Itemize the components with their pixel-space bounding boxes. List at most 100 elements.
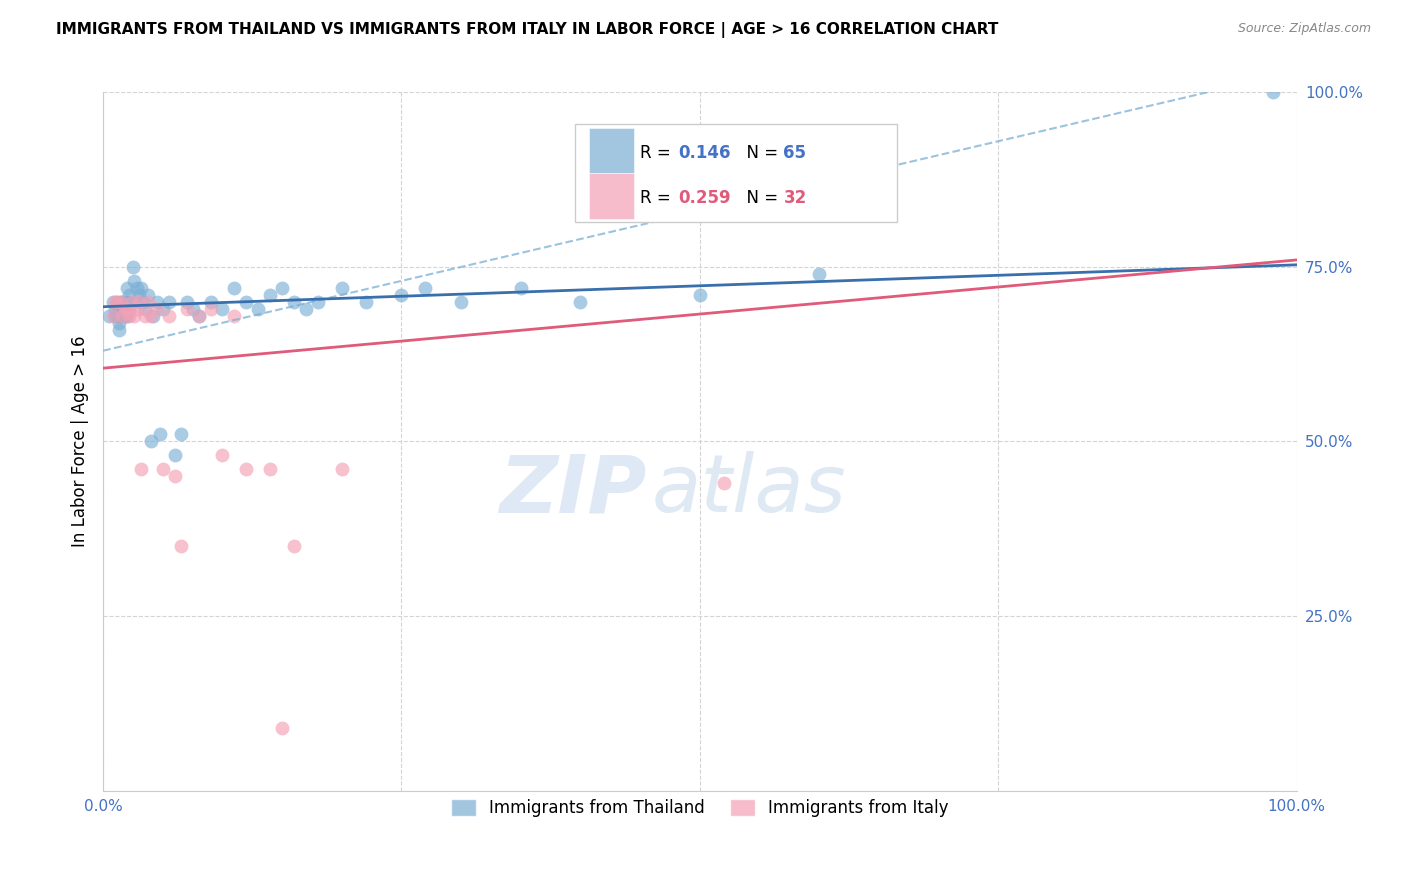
- Point: [115, 301, 138, 316]
- Point: [224, 309, 246, 323]
- Point: [121, 294, 143, 309]
- Point: [108, 309, 131, 323]
- Point: [176, 294, 198, 309]
- Point: [509, 281, 531, 295]
- Point: [128, 288, 150, 302]
- Point: [1261, 86, 1284, 100]
- Point: [354, 294, 377, 309]
- Point: [152, 462, 174, 476]
- Point: [114, 294, 136, 309]
- Point: [107, 323, 129, 337]
- Point: [112, 301, 135, 316]
- Point: [107, 316, 129, 330]
- Point: [115, 309, 138, 323]
- Point: [104, 301, 127, 316]
- Point: [295, 301, 318, 316]
- Text: 32: 32: [783, 189, 807, 207]
- Point: [259, 462, 281, 476]
- Point: [689, 288, 711, 302]
- Text: 0.259: 0.259: [678, 189, 731, 207]
- Point: [163, 469, 186, 483]
- Point: [211, 449, 233, 463]
- Point: [187, 309, 209, 323]
- Point: [170, 427, 193, 442]
- Point: [110, 309, 132, 323]
- Point: [307, 294, 329, 309]
- Point: [122, 274, 145, 288]
- Point: [107, 301, 129, 316]
- Point: [110, 294, 132, 309]
- Point: [271, 281, 294, 295]
- Point: [200, 294, 222, 309]
- Point: [118, 309, 141, 323]
- Point: [271, 721, 294, 735]
- Point: [330, 281, 353, 295]
- Text: 65: 65: [783, 144, 807, 161]
- Point: [101, 294, 124, 309]
- Point: [111, 309, 134, 323]
- Point: [107, 294, 129, 309]
- Point: [808, 267, 831, 281]
- Y-axis label: In Labor Force | Age > 16: In Labor Force | Age > 16: [72, 335, 89, 547]
- Point: [107, 294, 129, 309]
- Point: [181, 301, 204, 316]
- Point: [122, 309, 145, 323]
- FancyBboxPatch shape: [589, 128, 634, 173]
- Point: [149, 427, 172, 442]
- Point: [98, 309, 121, 323]
- Point: [118, 301, 141, 316]
- Point: [107, 309, 129, 323]
- Point: [104, 309, 127, 323]
- Legend: Immigrants from Thailand, Immigrants from Italy: Immigrants from Thailand, Immigrants fro…: [444, 793, 956, 824]
- Point: [104, 294, 127, 309]
- Point: [139, 434, 162, 449]
- Point: [131, 281, 153, 295]
- Point: [142, 309, 165, 323]
- Point: [128, 294, 150, 309]
- Point: [391, 288, 413, 302]
- Point: [110, 294, 132, 309]
- Point: [330, 462, 353, 476]
- Point: [146, 294, 169, 309]
- Point: [120, 294, 142, 309]
- Point: [138, 294, 160, 309]
- Text: N =: N =: [735, 144, 783, 161]
- Point: [125, 281, 148, 295]
- Point: [134, 301, 156, 316]
- Text: N =: N =: [735, 189, 783, 207]
- Point: [125, 301, 148, 316]
- Point: [415, 281, 437, 295]
- Point: [111, 294, 134, 309]
- Point: [152, 301, 174, 316]
- Point: [115, 281, 138, 295]
- Point: [713, 476, 735, 491]
- Point: [569, 294, 592, 309]
- Point: [235, 294, 257, 309]
- Text: R =: R =: [640, 189, 676, 207]
- Point: [114, 309, 136, 323]
- Point: [128, 294, 150, 309]
- Point: [138, 288, 160, 302]
- Point: [176, 301, 198, 316]
- Point: [211, 301, 233, 316]
- Point: [118, 288, 141, 302]
- Text: Source: ZipAtlas.com: Source: ZipAtlas.com: [1237, 22, 1371, 36]
- Point: [283, 539, 305, 553]
- Point: [224, 281, 246, 295]
- FancyBboxPatch shape: [589, 173, 634, 219]
- Point: [157, 294, 180, 309]
- Text: ZIP: ZIP: [499, 451, 647, 529]
- Point: [139, 309, 162, 323]
- Point: [146, 301, 169, 316]
- Point: [111, 309, 134, 323]
- Text: atlas: atlas: [652, 451, 846, 529]
- FancyBboxPatch shape: [575, 124, 897, 221]
- Text: IMMIGRANTS FROM THAILAND VS IMMIGRANTS FROM ITALY IN LABOR FORCE | AGE > 16 CORR: IMMIGRANTS FROM THAILAND VS IMMIGRANTS F…: [56, 22, 998, 38]
- Text: 0.146: 0.146: [678, 144, 731, 161]
- Point: [134, 309, 156, 323]
- Text: R =: R =: [640, 144, 676, 161]
- Point: [122, 260, 145, 274]
- Point: [247, 301, 270, 316]
- Point: [163, 449, 186, 463]
- Point: [187, 309, 209, 323]
